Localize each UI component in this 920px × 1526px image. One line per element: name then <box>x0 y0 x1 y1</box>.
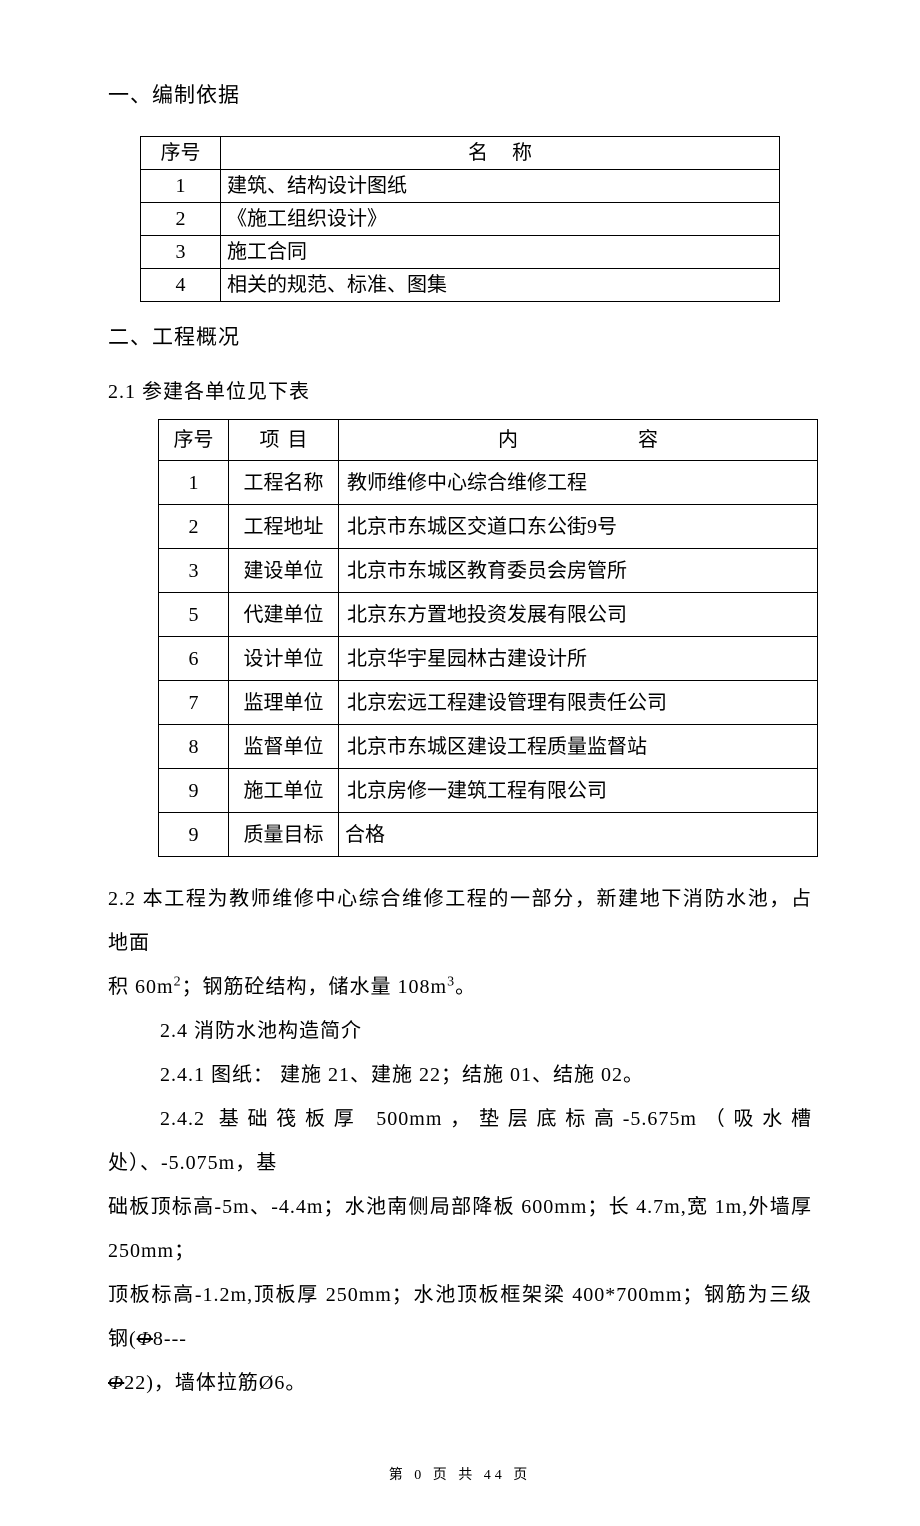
t2-cell: 代建单位 <box>229 593 339 637</box>
t2-cell: 北京华宇星园林古建设计所 <box>339 637 818 681</box>
t2-cell: 9 <box>159 769 229 813</box>
section-2-4-heading: 2.4 消防水池构造简介 <box>108 1009 812 1053</box>
t2-cell: 设计单位 <box>229 637 339 681</box>
p22b-mid: ；钢筋砼结构，储水量 108m <box>182 976 448 998</box>
t1-h-seq: 序号 <box>141 136 221 169</box>
table-row: 9 施工单位 北京房修一建筑工程有限公司 <box>159 769 818 813</box>
table-row: 9 质量目标 合格 <box>159 813 818 857</box>
t2-cell: 5 <box>159 593 229 637</box>
p22b-post: 。 <box>455 976 476 998</box>
t2-cell: 北京市东城区交道口东公街9号 <box>339 505 818 549</box>
t2-cell: 6 <box>159 637 229 681</box>
table-row: 1 工程名称 教师维修中心综合维修工程 <box>159 461 818 505</box>
table-row: 3 施工合同 <box>141 235 780 268</box>
t1-cell: 2 <box>141 202 221 235</box>
table-row: 8 监督单位 北京市东城区建设工程质量监督站 <box>159 725 818 769</box>
t2-cell: 合格 <box>339 813 818 857</box>
table-row: 5 代建单位 北京东方置地投资发展有限公司 <box>159 593 818 637</box>
table-row: 1 建筑、结构设计图纸 <box>141 169 780 202</box>
t2-cell: 北京市东城区教育委员会房管所 <box>339 549 818 593</box>
t1-cell: 3 <box>141 235 221 268</box>
t1-cell: 1 <box>141 169 221 202</box>
t2-h-seq: 序号 <box>159 420 229 461</box>
section-2-2-para-b: 积 60m2；钢筋砼结构，储水量 108m3。 <box>108 965 812 1009</box>
t2-cell: 质量目标 <box>229 813 339 857</box>
t2-cell: 2 <box>159 505 229 549</box>
page-footer: 第 0 页 共 44 页 <box>108 1465 812 1486</box>
table-row: 7 监理单位 北京宏远工程建设管理有限责任公司 <box>159 681 818 725</box>
t2-cell: 3 <box>159 549 229 593</box>
section-2-2-para: 2.2 本工程为教师维修中心综合维修工程的一部分，新建地下消防水池，占地面 <box>108 877 812 965</box>
section-2-4-2-c: 顶板标高-1.2m,顶板厚 250mm；水池顶板框架梁 400*700mm；钢筋… <box>108 1273 812 1361</box>
section-2-4-2-a: 2.4.2 基础筏板厚 500mm，垫层底标高-5.675m（吸水槽处）、-5.… <box>108 1097 812 1185</box>
units-table: 序号 项目 内容 1 工程名称 教师维修中心综合维修工程 2 工程地址 北京市东… <box>158 419 818 857</box>
t2-cell: 9 <box>159 813 229 857</box>
t2-cell: 工程名称 <box>229 461 339 505</box>
t2-cell: 监督单位 <box>229 725 339 769</box>
t2-cell: 北京宏远工程建设管理有限责任公司 <box>339 681 818 725</box>
table-row: 4 相关的规范、标准、图集 <box>141 268 780 301</box>
table-row: 3 建设单位 北京市东城区教育委员会房管所 <box>159 549 818 593</box>
t2-cell: 监理单位 <box>229 681 339 725</box>
t2-cell: 8 <box>159 725 229 769</box>
basis-table: 序号 名称 1 建筑、结构设计图纸 2 《施工组织设计》 3 施工合同 4 相关… <box>140 136 780 302</box>
sup-3: 3 <box>447 974 455 989</box>
t1-cell: 相关的规范、标准、图集 <box>221 268 780 301</box>
section-1-heading: 一、编制依据 <box>108 80 812 112</box>
p22b-pre: 积 60m <box>108 976 174 998</box>
p242c-8: 8--- <box>153 1328 187 1350</box>
t1-cell: 建筑、结构设计图纸 <box>221 169 780 202</box>
t2-cell: 建设单位 <box>229 549 339 593</box>
rebar-phi-icon: Φ <box>137 1317 153 1361</box>
t2-cell: 教师维修中心综合维修工程 <box>339 461 818 505</box>
section-2-heading: 二、工程概况 <box>108 322 812 354</box>
rebar-phi-icon: Φ <box>108 1361 124 1405</box>
t2-cell: 工程地址 <box>229 505 339 549</box>
section-2-4-2-d: Φ22)，墙体拉筋Ø6。 <box>108 1361 812 1405</box>
table-row: 6 设计单位 北京华宇星园林古建设计所 <box>159 637 818 681</box>
t2-h-item: 项目 <box>229 420 339 461</box>
t2-h-content: 内容 <box>339 420 818 461</box>
section-2-4-1: 2.4.1 图纸： 建施 21、建施 22；结施 01、结施 02。 <box>108 1053 812 1097</box>
t2-cell: 北京房修一建筑工程有限公司 <box>339 769 818 813</box>
p242d-rest: 22)，墙体拉筋Ø6。 <box>124 1372 306 1394</box>
t1-cell: 施工合同 <box>221 235 780 268</box>
t2-cell: 北京东方置地投资发展有限公司 <box>339 593 818 637</box>
t2-cell: 1 <box>159 461 229 505</box>
t1-h-name: 名称 <box>221 136 780 169</box>
t1-cell: 4 <box>141 268 221 301</box>
sup-2: 2 <box>174 974 182 989</box>
t2-cell: 7 <box>159 681 229 725</box>
table-row: 2 《施工组织设计》 <box>141 202 780 235</box>
p22-line1: 2.2 本工程为教师维修中心综合维修工程的一部分，新建地下消防水池，占地面 <box>108 888 812 954</box>
p242c-pre: 顶板标高-1.2m,顶板厚 250mm；水池顶板框架梁 400*700mm；钢筋… <box>108 1284 812 1350</box>
section-2-1-heading: 2.1 参建各单位见下表 <box>108 377 812 407</box>
table-row: 2 工程地址 北京市东城区交道口东公街9号 <box>159 505 818 549</box>
t2-cell: 施工单位 <box>229 769 339 813</box>
t1-cell: 《施工组织设计》 <box>221 202 780 235</box>
t2-cell: 北京市东城区建设工程质量监督站 <box>339 725 818 769</box>
section-2-4-2-b: 础板顶标高-5m、-4.4m；水池南侧局部降板 600mm；长 4.7m,宽 1… <box>108 1185 812 1273</box>
